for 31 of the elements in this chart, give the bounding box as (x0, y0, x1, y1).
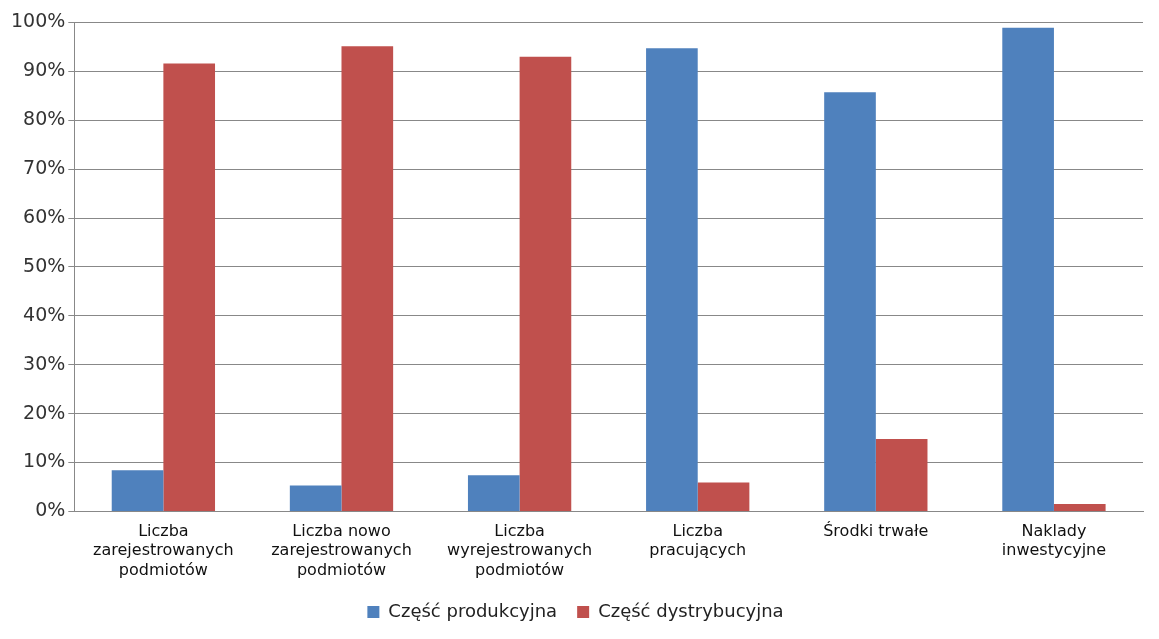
y-tick-label: 100% (10, 9, 66, 32)
x-tick-label: Liczba pracujących (649, 521, 747, 560)
y-tick-label: 90% (23, 58, 66, 81)
bar (875, 439, 928, 511)
y-tick-label: 70% (23, 156, 66, 179)
y-tick-label: 30% (23, 351, 66, 374)
bar (289, 485, 342, 511)
y-tick-label: 80% (23, 107, 66, 130)
y-tick-label: 20% (23, 400, 66, 423)
y-tick-label: 10% (23, 449, 66, 472)
legend-label: Część dystrybucyjna (598, 599, 784, 621)
bar (111, 470, 164, 511)
y-tick-label: 40% (23, 302, 66, 325)
bar (341, 46, 394, 511)
bar (1053, 504, 1106, 511)
y-tick-label: 50% (23, 253, 66, 276)
y-tick-label: 0% (35, 498, 66, 521)
bar (697, 482, 750, 511)
bar (646, 48, 698, 511)
x-tick-label: Liczba wyrejestrowanych podmiotów (447, 521, 593, 579)
y-tick-label: 60% (23, 204, 66, 227)
legend-label: Część produkcyjna (388, 599, 558, 621)
bar (1002, 27, 1054, 511)
bar (519, 56, 572, 511)
x-tick-label: Środki trwałe (823, 521, 929, 541)
x-tick-label: Liczba zarejestrowanych podmiotów (93, 521, 234, 579)
bar (467, 475, 520, 511)
bar (163, 63, 216, 511)
x-tick-label: Naklady inwestycyjne (1001, 521, 1107, 560)
bar (824, 92, 876, 511)
x-tick-label: Liczba nowo zarejestrowanych podmiotów (271, 521, 412, 579)
